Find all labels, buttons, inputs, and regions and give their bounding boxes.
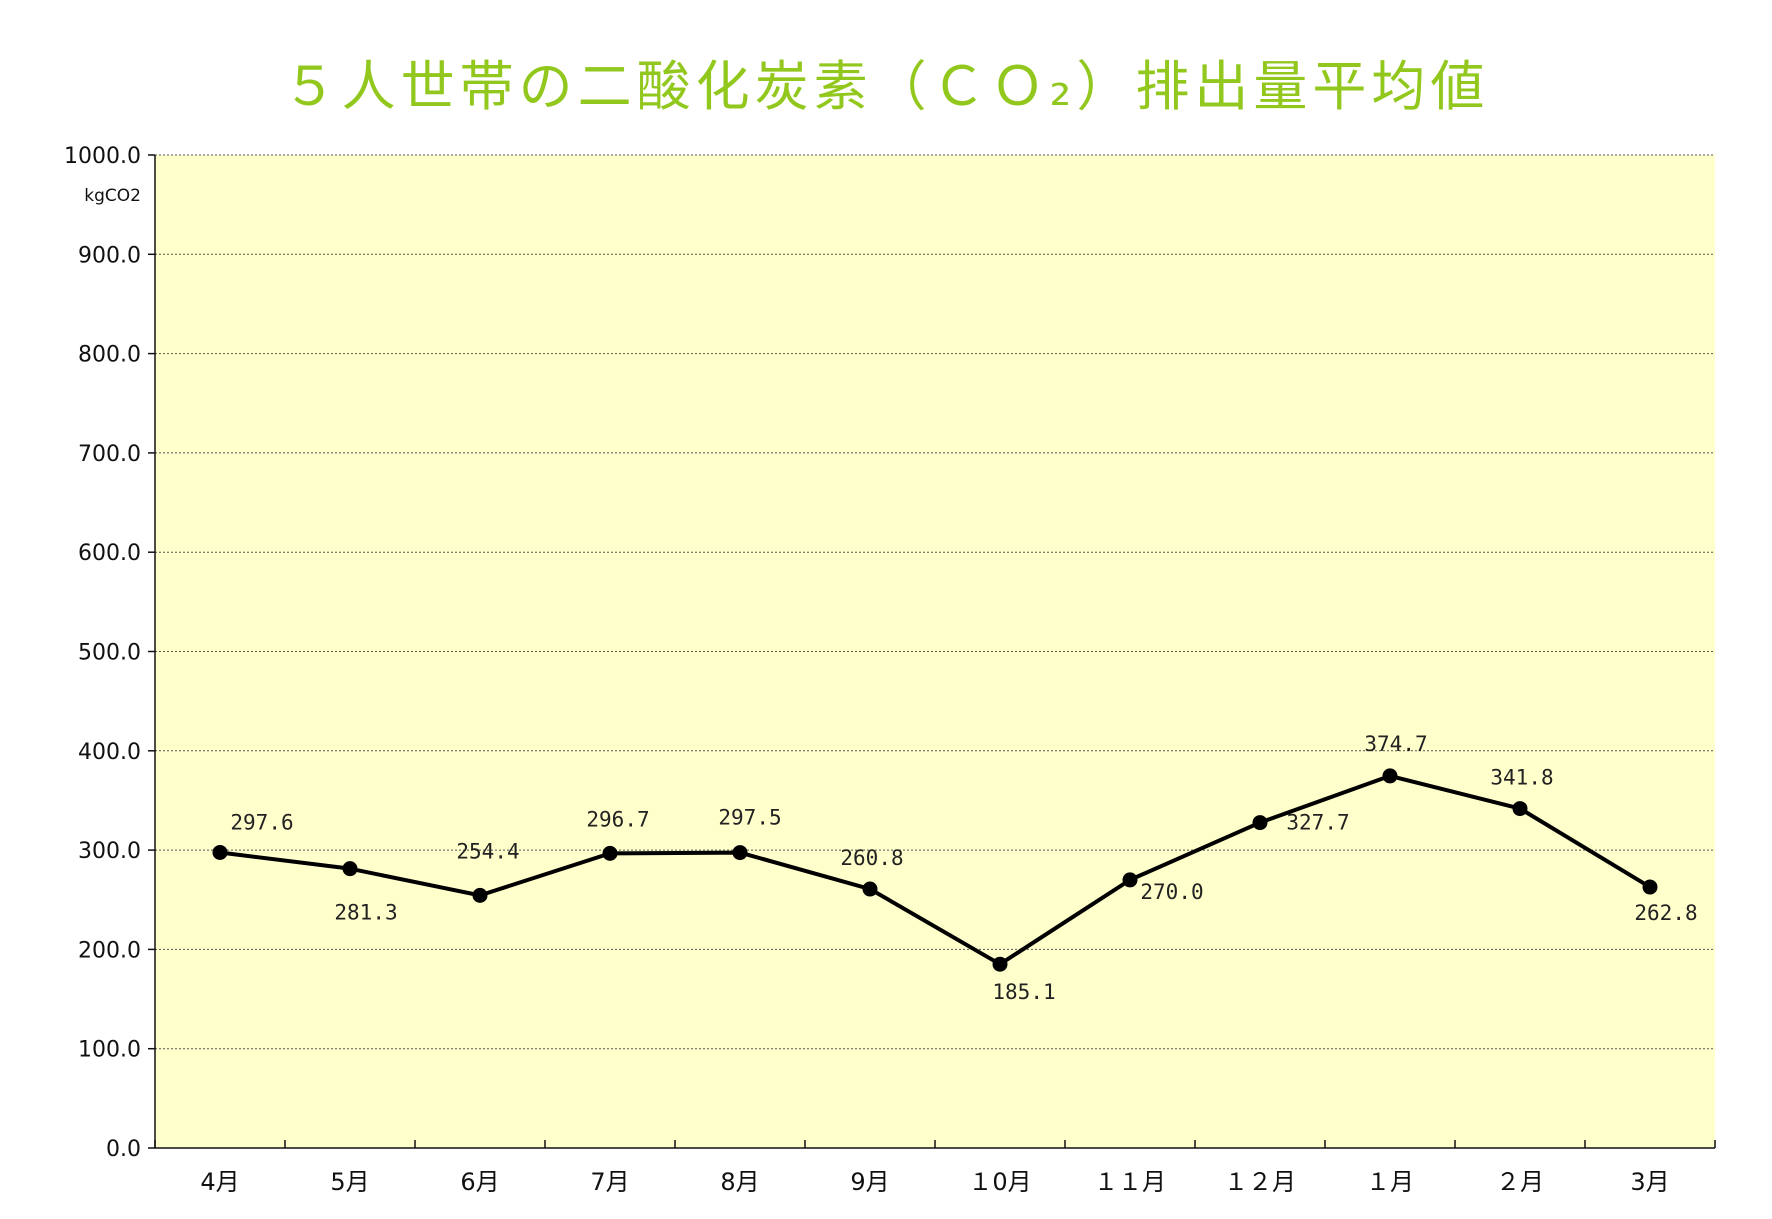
data-label: 297.6 (230, 810, 293, 834)
data-label: 296.7 (586, 807, 649, 831)
y-axis-unit-label: kgCO2 (84, 186, 141, 206)
x-tick-label: １月 (1366, 1168, 1414, 1196)
x-tick-label: １２月 (1224, 1168, 1296, 1196)
data-label: 341.8 (1490, 766, 1553, 790)
data-label: 260.8 (840, 846, 903, 870)
x-tick-label: 6月 (460, 1168, 499, 1196)
x-tick-label: 3月 (1630, 1168, 1669, 1196)
data-points (212, 768, 1658, 972)
data-label: 185.1 (992, 980, 1055, 1004)
data-point (602, 845, 618, 861)
y-tick-label: 700.0 (78, 442, 141, 467)
data-label: 262.8 (1634, 901, 1697, 925)
data-label: 374.7 (1364, 732, 1427, 756)
data-point (732, 845, 748, 861)
data-label: 281.3 (334, 901, 397, 925)
y-tick-label: 400.0 (78, 740, 141, 765)
data-point (1252, 815, 1268, 831)
data-point (1122, 872, 1138, 888)
x-axis-ticks: 4月 5月 6月 7月 8月 9月 １0月 １１月 １２月 １月 ２月 3月 (154, 1140, 1716, 1196)
chart-title: ５人世帯の二酸化炭素（ＣＯ₂）排出量平均値 (282, 55, 1490, 118)
data-point (212, 844, 228, 860)
x-tick-label: １0月 (968, 1168, 1031, 1196)
data-point (1642, 879, 1658, 895)
y-tick-label: 300.0 (78, 839, 141, 864)
data-labels: 297.6 281.3 254.4 296.7 297.5 260.8 185.1 270.0… (230, 732, 1697, 1004)
x-tick-label: １１月 (1094, 1168, 1166, 1196)
data-point (992, 956, 1008, 972)
data-point (472, 887, 488, 903)
y-tick-label: 0.0 (106, 1137, 141, 1162)
y-tick-label: 200.0 (78, 938, 141, 963)
x-tick-label: 9月 (850, 1168, 889, 1196)
data-label: 297.5 (718, 806, 781, 830)
series-line (219, 773, 1652, 967)
x-tick-label: 7月 (590, 1168, 629, 1196)
data-point (862, 881, 878, 897)
data-point (1382, 768, 1398, 784)
data-point (1512, 801, 1528, 817)
y-tick-label: 1000.0 (64, 144, 141, 169)
x-tick-label: 8月 (720, 1168, 759, 1196)
data-label: 270.0 (1140, 880, 1203, 904)
y-tick-label: 600.0 (78, 541, 141, 566)
data-label: 254.4 (456, 839, 519, 863)
x-tick-label: 4月 (200, 1168, 239, 1196)
y-axis-ticks: 0.0 100.0 200.0 300.0 400.0 500.0 600.0 700.0 80… (64, 144, 155, 1162)
y-tick-label: 100.0 (78, 1038, 141, 1063)
x-tick-label: ２月 (1496, 1168, 1544, 1196)
x-tick-label: 5月 (330, 1168, 369, 1196)
y-tick-label: 500.0 (78, 641, 141, 666)
y-tick-label: 900.0 (78, 243, 141, 268)
y-tick-label: 800.0 (78, 343, 141, 368)
data-label: 327.7 (1286, 811, 1349, 835)
gridlines (155, 154, 1715, 1050)
data-point (342, 861, 358, 877)
